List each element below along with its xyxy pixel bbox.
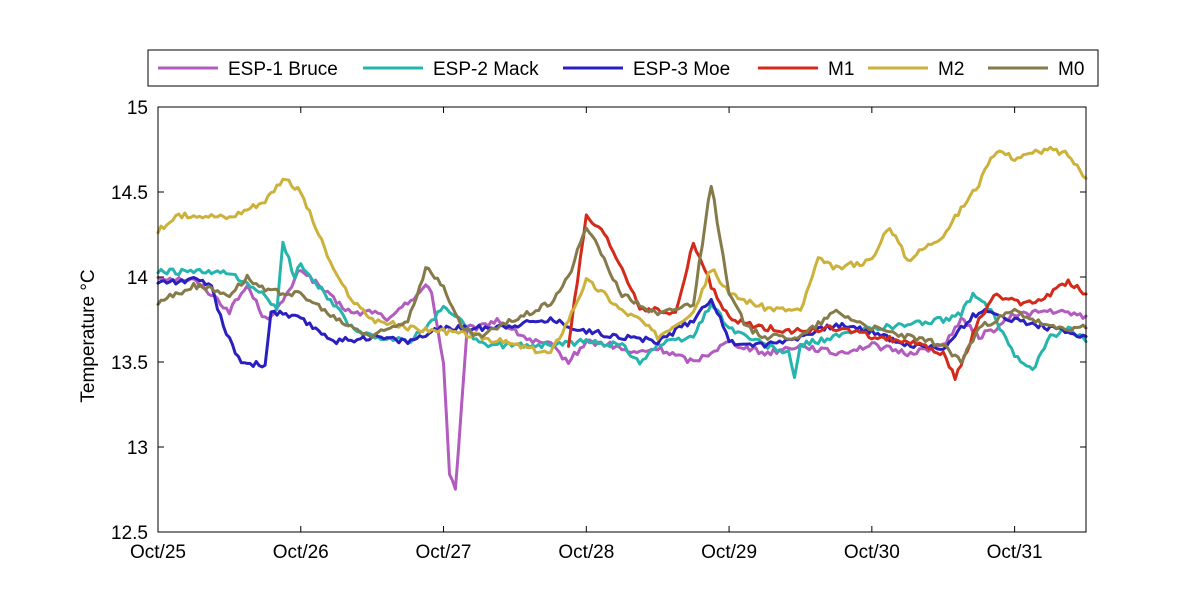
y-tick-label: 12.5 bbox=[111, 523, 148, 544]
y-axis-label: Temperature °C bbox=[78, 269, 99, 402]
legend-label: ESP-3 Moe bbox=[633, 59, 730, 80]
y-tick-label: 13 bbox=[127, 438, 148, 459]
legend-item: ESP-3 Moe bbox=[563, 59, 730, 80]
x-tick-label: Oct/28 bbox=[558, 542, 614, 563]
y-tick-label: 14.5 bbox=[111, 183, 148, 204]
x-tick-label: Oct/27 bbox=[416, 542, 472, 563]
legend-label: ESP-1 Bruce bbox=[228, 59, 338, 80]
legend-item: M2 bbox=[868, 59, 964, 80]
series-line-m0 bbox=[156, 184, 1088, 365]
legend: ESP-1 Bruce ESP-2 Mack ESP-3 Moe M1 M2 M0 bbox=[147, 49, 1099, 87]
y-tick-label: 13.5 bbox=[111, 353, 148, 374]
series-line-m1 bbox=[567, 213, 1088, 381]
legend-item: M1 bbox=[758, 59, 854, 80]
series-line-esp-3-moe bbox=[156, 276, 1088, 369]
legend-item: M0 bbox=[988, 59, 1084, 80]
series-line-esp-2-mack bbox=[156, 240, 1088, 379]
y-axis: 12.5 13 13.5 14 14.5 15 bbox=[111, 98, 1086, 544]
x-axis: Oct/25 Oct/26 Oct/27 Oct/28 Oct/29 Oct/30 Oct/… bbox=[130, 107, 1043, 563]
legend-label: M0 bbox=[1058, 59, 1084, 80]
series-line-m2 bbox=[156, 145, 1088, 355]
legend-item: ESP-1 Bruce bbox=[158, 59, 338, 80]
x-tick-label: Oct/25 bbox=[130, 542, 186, 563]
x-tick-label: Oct/30 bbox=[844, 542, 900, 563]
y-tick-label: 15 bbox=[127, 98, 148, 119]
plot-area-frame bbox=[157, 106, 1087, 533]
legend-label: M1 bbox=[828, 59, 854, 80]
legend-label: M2 bbox=[938, 59, 964, 80]
x-tick-label: Oct/29 bbox=[701, 542, 757, 563]
legend-label: ESP-2 Mack bbox=[433, 59, 539, 80]
x-tick-label: Oct/26 bbox=[273, 542, 329, 563]
series-layer bbox=[156, 145, 1088, 491]
y-tick-label: 14 bbox=[127, 268, 149, 289]
legend-item: ESP-2 Mack bbox=[363, 59, 539, 80]
x-tick-label: Oct/31 bbox=[987, 542, 1043, 563]
